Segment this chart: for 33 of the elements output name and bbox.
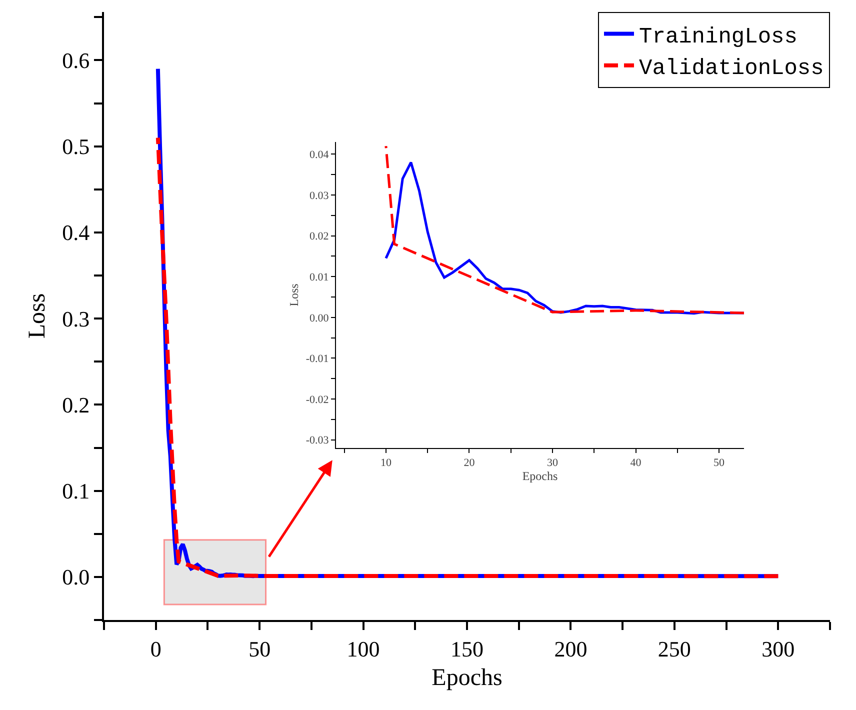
- y-tick-label: 0.2: [62, 392, 90, 418]
- y-tick-label: 0.1: [62, 478, 90, 504]
- x-tick-label: 50: [714, 457, 726, 470]
- y-tick-label: -0.01: [306, 353, 329, 366]
- x-tick-label: 300: [762, 636, 795, 662]
- x-tick-label: 150: [450, 636, 484, 662]
- legend-label: TrainingLoss: [639, 24, 798, 50]
- y-tick-label: -0.03: [306, 434, 330, 447]
- x-tick-label: 40: [630, 457, 642, 470]
- y-tick-label: 0.3: [62, 306, 90, 332]
- y-tick-label: -0.02: [306, 394, 329, 406]
- x-tick-label: 10: [380, 457, 392, 470]
- y-tick-label: 0.01: [310, 271, 329, 284]
- y-tick-label: 0.6: [62, 48, 90, 73]
- x-tick-label: 200: [554, 636, 588, 662]
- x-tick-label: 50: [248, 636, 271, 662]
- x-tick-label: 30: [546, 457, 558, 470]
- x-tick-label: 0: [150, 636, 162, 662]
- y-axis-title: Loss: [24, 293, 51, 339]
- y-axis-title: Loss: [287, 283, 302, 306]
- legend-label: ValidationLoss: [639, 56, 824, 81]
- x-tick-label: 100: [346, 636, 380, 662]
- y-tick-label: 0.04: [310, 149, 330, 162]
- x-tick-label: 20: [464, 457, 476, 470]
- y-tick-label: 0.03: [310, 190, 330, 202]
- y-tick-label: 0.0: [62, 564, 90, 590]
- y-tick-label: 0.5: [62, 134, 90, 160]
- y-tick-label: 0.00: [310, 312, 330, 324]
- x-axis-title: Epochs: [522, 469, 558, 484]
- y-tick-label: 0.02: [310, 230, 329, 243]
- x-axis-title: Epochs: [432, 665, 502, 692]
- y-tick-label: 0.4: [62, 220, 90, 246]
- x-tick-label: 250: [658, 636, 691, 662]
